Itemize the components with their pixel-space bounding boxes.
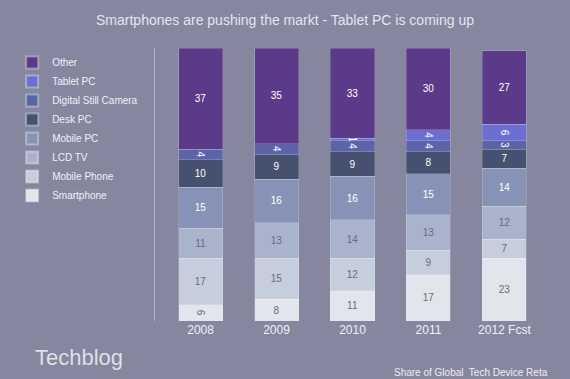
svg-text:9: 9 — [425, 257, 431, 268]
svg-text:4: 4 — [347, 143, 358, 149]
svg-text:33: 33 — [347, 88, 359, 99]
svg-text:23: 23 — [499, 284, 511, 295]
svg-text:Smartphones are pushing the ma: Smartphones are pushing the markt - Tabl… — [96, 12, 474, 28]
svg-text:4: 4 — [423, 143, 434, 149]
svg-text:Techblog: Techblog — [35, 345, 123, 370]
svg-text:4: 4 — [271, 146, 282, 152]
svg-text:2010: 2010 — [339, 323, 366, 337]
svg-text:LCD TV: LCD TV — [52, 152, 88, 163]
svg-text:15: 15 — [195, 202, 207, 213]
svg-text:Other: Other — [52, 57, 78, 68]
svg-text:Mobile PC: Mobile PC — [52, 133, 98, 144]
svg-text:13: 13 — [271, 235, 283, 246]
svg-text:2012 Fcst: 2012 Fcst — [478, 323, 531, 337]
svg-text:16: 16 — [271, 195, 283, 206]
svg-text:2008: 2008 — [187, 323, 214, 337]
svg-text:27: 27 — [499, 82, 511, 93]
svg-text:15: 15 — [271, 273, 283, 284]
svg-text:Tablet PC: Tablet PC — [52, 76, 95, 87]
svg-text:2009: 2009 — [263, 323, 290, 337]
svg-text:1: 1 — [347, 136, 358, 142]
svg-text:2011: 2011 — [416, 323, 442, 337]
svg-text:17: 17 — [423, 292, 435, 303]
svg-text:11: 11 — [195, 238, 206, 249]
svg-text:4: 4 — [423, 132, 434, 138]
svg-text:4: 4 — [195, 151, 206, 157]
svg-text:12: 12 — [499, 217, 511, 228]
svg-text:35: 35 — [271, 90, 283, 101]
svg-text:16: 16 — [347, 193, 359, 204]
svg-text:Mobile Phone: Mobile Phone — [52, 171, 114, 182]
svg-text:7: 7 — [501, 243, 507, 254]
svg-text:Smartphone: Smartphone — [52, 190, 107, 201]
svg-text:37: 37 — [195, 93, 207, 104]
svg-text:9: 9 — [350, 159, 356, 170]
svg-text:17: 17 — [195, 276, 207, 287]
svg-text:6: 6 — [195, 310, 206, 316]
svg-text:Share of Global Tech Device R: Share of Global Tech Device Reta — [394, 367, 548, 378]
svg-text:Digital Still Camera: Digital Still Camera — [52, 95, 137, 106]
svg-text:14: 14 — [347, 234, 359, 245]
svg-text:15: 15 — [423, 189, 435, 200]
svg-text:12: 12 — [347, 269, 359, 280]
svg-text:8: 8 — [425, 157, 431, 168]
svg-text:Desk PC: Desk PC — [52, 114, 91, 125]
svg-text:9: 9 — [274, 161, 280, 172]
svg-text:3: 3 — [499, 142, 510, 148]
svg-text:8: 8 — [274, 305, 280, 316]
svg-text:30: 30 — [423, 83, 435, 94]
svg-text:10: 10 — [195, 168, 207, 179]
svg-text:13: 13 — [423, 227, 435, 238]
svg-text:14: 14 — [499, 182, 511, 193]
svg-text:7: 7 — [501, 153, 507, 164]
svg-text:11: 11 — [347, 300, 358, 311]
svg-text:6: 6 — [499, 130, 510, 136]
